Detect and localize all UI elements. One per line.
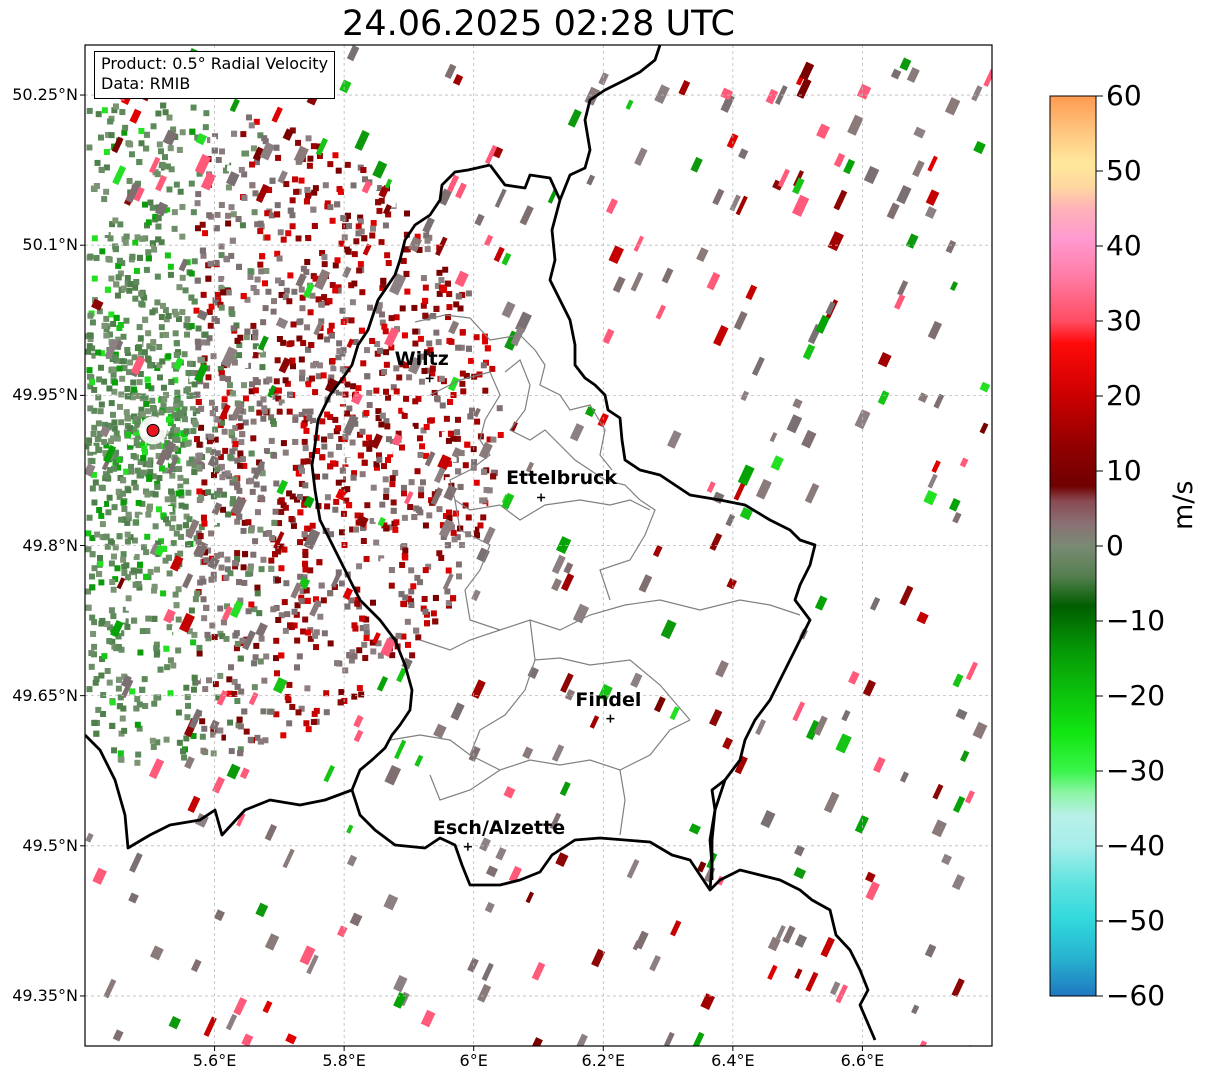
city-markers <box>146 374 615 851</box>
colorbar-tick-label: −40 <box>1106 829 1166 862</box>
country-borders <box>85 45 877 1041</box>
lat-tick-label: 50.25°N <box>12 85 78 105</box>
luxembourg-border <box>310 163 877 1041</box>
lat-tick-label: 50.1°N <box>22 235 78 255</box>
city-label: Esch/Alzette <box>432 816 566 839</box>
lon-tick-label: 6.2°E <box>581 1051 626 1070</box>
colorbar-tick-label: 10 <box>1106 454 1142 487</box>
colorbar-tick-label: −50 <box>1106 904 1166 937</box>
colorbar-tick-label: 0 <box>1106 529 1124 562</box>
lat-tick-label: 49.8°N <box>22 535 78 555</box>
city-marker <box>425 374 434 383</box>
radar-site-marker <box>146 423 160 437</box>
france-belgium-border <box>85 734 353 850</box>
canton-boundary <box>429 371 651 521</box>
colorbar-tick-label: 40 <box>1106 229 1142 262</box>
germany-border-north <box>558 45 662 201</box>
lon-tick-label: 5.6°E <box>192 1051 237 1070</box>
canton-boundary <box>619 769 626 836</box>
colorbar-unit-label: m/s <box>1168 480 1199 530</box>
colorbar-tick-label: −20 <box>1106 679 1166 712</box>
colorbar-tick-label: 20 <box>1106 379 1142 412</box>
colorbar-gradient <box>1049 95 1097 997</box>
canton-boundary <box>419 629 501 651</box>
city-marker <box>606 714 615 723</box>
canton-boundary <box>469 659 536 756</box>
data-source-line: Data: RMIB <box>101 74 191 93</box>
canton-boundary <box>389 719 691 771</box>
map-title: 24.06.2025 02:28 UTC <box>342 4 735 44</box>
canton-boundary <box>599 499 656 601</box>
product-line: Product: 0.5° Radial Velocity <box>101 54 329 73</box>
colorbar-tick-label: −60 <box>1106 979 1166 1012</box>
lat-tick-label: 49.5°N <box>22 835 78 855</box>
lat-lon-gridlines <box>85 45 992 1046</box>
lat-tick-label: 49.95°N <box>12 385 78 405</box>
city-label: Findel <box>575 688 642 711</box>
canton-boundary <box>504 359 641 501</box>
lon-tick-label: 6°E <box>459 1051 488 1070</box>
colorbar-tick-label: −30 <box>1106 754 1166 787</box>
city-marker <box>537 493 546 502</box>
canton-boundary <box>429 769 501 801</box>
lon-tick-label: 6.6°E <box>840 1051 885 1070</box>
city-label: Wiltz <box>394 348 449 371</box>
luxembourg-border-east <box>488 164 817 880</box>
colorbar-tick-label: 30 <box>1106 304 1142 337</box>
lat-tick-label: 49.65°N <box>12 685 78 705</box>
lon-tick-label: 5.8°E <box>322 1051 366 1070</box>
colorbar-tick-label: 60 <box>1106 79 1142 112</box>
axis-ticks <box>80 94 863 1051</box>
canton-boundary <box>454 499 801 631</box>
lon-tick-label: 6.4°E <box>711 1051 755 1070</box>
city-label: Ettelbruck <box>506 467 618 490</box>
velocity-echoes <box>85 45 992 1046</box>
city-marker <box>463 842 472 851</box>
canton-boundaries <box>389 314 801 836</box>
belgium-border-north <box>708 778 726 891</box>
lat-tick-label: 49.35°N <box>12 985 78 1005</box>
canton-boundary <box>414 314 613 471</box>
colorbar-ticks <box>1096 95 1103 997</box>
product-info-box: Product: 0.5° Radial Velocity Data: RMIB <box>94 51 336 99</box>
colorbar-tick-label: −10 <box>1106 604 1166 637</box>
colorbar <box>1049 95 1103 997</box>
colorbar-tick-label: 50 <box>1106 154 1142 187</box>
